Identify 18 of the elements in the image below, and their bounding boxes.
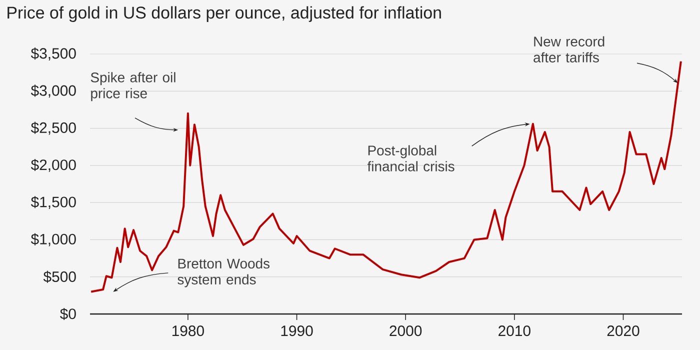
annotation: Spike after oil price rise — [90, 72, 176, 102]
x-tick-label: 2000 — [390, 326, 422, 336]
x-tick-label: 1990 — [281, 326, 313, 336]
y-tick-label: $1,500 — [30, 196, 76, 210]
annotation: New record after tariffs — [534, 36, 604, 62]
chart-title: Price of gold in US dollars per ounce, adjusted for inflation — [8, 6, 441, 22]
y-tick-label: $3,500 — [30, 48, 76, 60]
x-tick-label: 1980 — [172, 326, 204, 336]
x-tick-label: 2020 — [607, 326, 640, 336]
y-tick-label: $500 — [43, 270, 76, 283]
x-tick-label: 2010 — [498, 326, 530, 336]
y-tick-label: $2,500 — [30, 122, 76, 135]
y-tick-label: $0 — [60, 308, 76, 320]
annotation: Bretton Woods system ends — [178, 258, 270, 288]
y-tick-label: $3,000 — [30, 84, 76, 98]
annotation: Post-global financial crisis — [367, 145, 454, 172]
y-tick-label: $1,000 — [30, 233, 76, 246]
y-tick-label: $2,000 — [30, 158, 76, 172]
